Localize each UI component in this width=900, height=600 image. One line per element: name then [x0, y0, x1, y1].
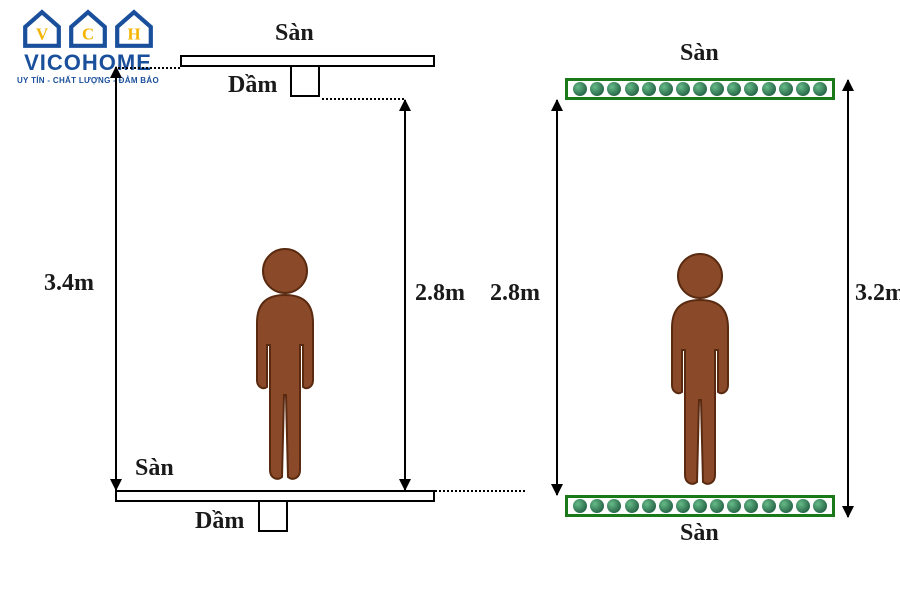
- slab-void-dot: [573, 82, 587, 96]
- person-icon: [235, 245, 335, 485]
- slab-void-dot: [659, 82, 673, 96]
- logo-house-icon: H: [113, 8, 155, 50]
- left-top-beam: [290, 67, 320, 97]
- arrow-up-icon: [551, 99, 563, 111]
- slab-void-dot: [744, 499, 758, 513]
- logo-letter: V: [36, 25, 48, 44]
- logo-house-icon: C: [67, 8, 109, 50]
- slab-void-dot: [642, 499, 656, 513]
- slab-void-dot: [642, 82, 656, 96]
- left-bottom-slab-label: Sàn: [135, 455, 174, 482]
- slab-void-dot: [779, 82, 793, 96]
- dotted-line: [322, 98, 404, 100]
- slab-void-dot: [762, 82, 776, 96]
- slab-void-dot: [693, 499, 707, 513]
- left-top-slab-label: Sàn: [275, 20, 314, 47]
- slab-void-dot: [779, 499, 793, 513]
- logo-house-icon: V: [21, 8, 63, 50]
- left-top-beam-label: Dầm: [228, 72, 277, 99]
- slab-void-dot: [727, 82, 741, 96]
- slab-void-dot: [659, 499, 673, 513]
- slab-void-dot: [590, 499, 604, 513]
- slab-void-dot: [676, 82, 690, 96]
- left-bottom-beam: [258, 502, 288, 532]
- left-outer-dim: 3.4m: [44, 270, 94, 297]
- arrow-down-icon: [110, 479, 122, 491]
- slab-void-dot: [676, 499, 690, 513]
- arrow-up-icon: [842, 79, 854, 91]
- slab-void-dot: [590, 82, 604, 96]
- logo-letter: C: [82, 25, 94, 44]
- slab-void-dot: [625, 499, 639, 513]
- slab-void-dot: [813, 82, 827, 96]
- right-inner-dim: 2.8m: [490, 280, 540, 307]
- slab-void-dot: [744, 82, 758, 96]
- logo: V C H VICOHOME UY TÍN - CHẤT LƯỢNG - ĐẢM…: [8, 8, 168, 85]
- slab-void-dot: [796, 499, 810, 513]
- logo-houses: V C H: [8, 8, 168, 50]
- right-top-slab: [565, 78, 835, 100]
- arrow-down-icon: [842, 506, 854, 518]
- slab-void-dot: [625, 82, 639, 96]
- left-outer-dim-line: [115, 67, 117, 490]
- slab-void-dot: [693, 82, 707, 96]
- logo-letter: H: [127, 25, 140, 44]
- arrow-down-icon: [551, 484, 563, 496]
- left-inner-dim: 2.8m: [415, 280, 465, 307]
- slab-void-dot: [710, 499, 724, 513]
- left-top-slab: [180, 55, 435, 67]
- slab-void-dot: [727, 499, 741, 513]
- slab-void-dot: [710, 82, 724, 96]
- right-inner-dim-line: [556, 100, 558, 495]
- logo-brand: VICOHOME: [8, 50, 168, 76]
- slab-void-dot: [762, 499, 776, 513]
- slab-void-dot: [607, 82, 621, 96]
- slab-void-dot: [796, 82, 810, 96]
- slab-void-dot: [813, 499, 827, 513]
- arrow-up-icon: [399, 99, 411, 111]
- slab-void-dot: [573, 499, 587, 513]
- right-bottom-slab: [565, 495, 835, 517]
- right-outer-dim: 3.2m: [855, 280, 900, 307]
- left-inner-dim-line: [404, 100, 406, 490]
- right-top-slab-label: Sàn: [680, 40, 719, 67]
- person-icon: [650, 250, 750, 490]
- right-outer-dim-line: [847, 80, 849, 517]
- dotted-line: [118, 67, 180, 69]
- slab-void-dot: [607, 499, 621, 513]
- dotted-line: [380, 490, 525, 492]
- logo-tagline: UY TÍN - CHẤT LƯỢNG - ĐẢM BẢO: [8, 76, 168, 85]
- right-bottom-slab-label: Sàn: [680, 520, 719, 547]
- left-bottom-beam-label: Dầm: [195, 508, 244, 535]
